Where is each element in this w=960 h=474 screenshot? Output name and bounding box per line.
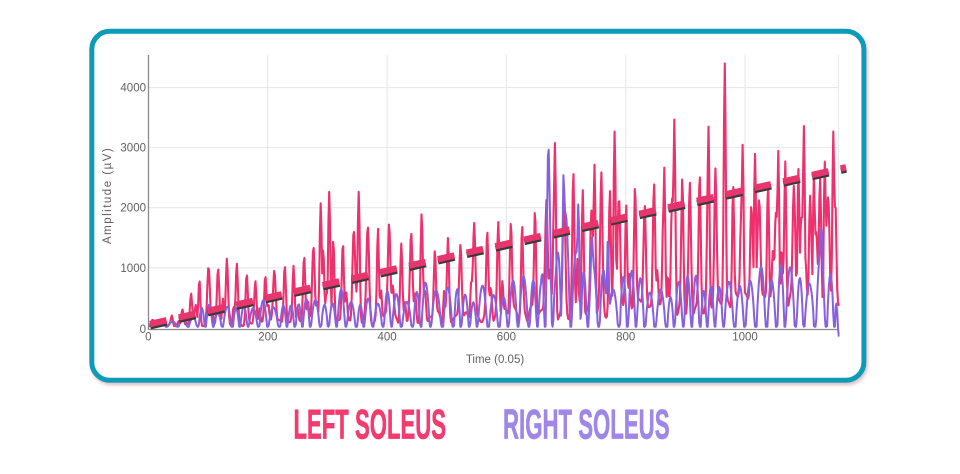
- svg-text:3000: 3000: [120, 143, 146, 155]
- svg-text:1000: 1000: [732, 332, 758, 344]
- svg-text:Time (0.05): Time (0.05): [466, 354, 525, 366]
- svg-text:4000: 4000: [120, 83, 146, 95]
- svg-text:2000: 2000: [120, 203, 146, 215]
- svg-text:0: 0: [145, 332, 151, 344]
- svg-text:RIGHT SOLEUS: RIGHT SOLEUS: [503, 401, 670, 448]
- svg-text:1000: 1000: [120, 263, 146, 275]
- svg-text:800: 800: [616, 332, 635, 344]
- svg-text:600: 600: [497, 332, 516, 344]
- svg-text:400: 400: [378, 332, 397, 344]
- svg-text:0: 0: [140, 324, 146, 336]
- svg-text:LEFT SOLEUS: LEFT SOLEUS: [294, 401, 447, 448]
- svg-text:200: 200: [258, 332, 277, 344]
- svg-text:Amplitude (µV): Amplitude (µV): [102, 147, 114, 244]
